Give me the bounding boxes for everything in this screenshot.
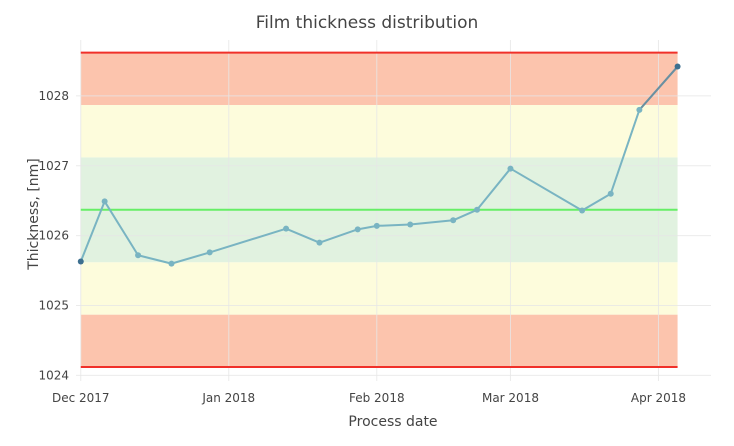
y-tick-label: 1024 [38, 368, 69, 382]
data-point-3 [168, 260, 175, 267]
y-tick-label: 1026 [38, 229, 69, 243]
data-point-16 [674, 63, 681, 70]
y-axis-label: Thickness, [nm] [26, 158, 42, 271]
data-point-14 [607, 190, 614, 197]
y-tick-label: 1027 [38, 159, 69, 173]
control-band-3 [80, 104, 678, 158]
data-point-11 [474, 206, 481, 213]
x-tick-label: Feb 2018 [349, 391, 405, 405]
data-point-9 [407, 221, 414, 228]
x-axis-label: Process date [348, 414, 437, 430]
x-tick-label: Mar 2018 [482, 391, 539, 405]
y-tick-label: 1025 [38, 299, 69, 313]
data-point-2 [135, 252, 142, 259]
data-point-6 [316, 239, 323, 246]
x-tick-label: Jan 2018 [201, 391, 255, 405]
chart-title: Film thickness distribution [256, 13, 479, 33]
data-point-8 [373, 222, 380, 229]
control-band-4 [80, 52, 678, 105]
data-point-15 [636, 106, 643, 113]
x-tick-label: Dec 2017 [52, 391, 110, 405]
data-point-1 [101, 198, 108, 205]
data-point-13 [579, 207, 586, 214]
data-point-5 [283, 225, 290, 232]
data-point-12 [507, 165, 514, 172]
control-band-1 [80, 262, 678, 315]
y-tick-label: 1028 [38, 89, 69, 103]
x-tick-label: Apr 2018 [631, 391, 686, 405]
data-point-4 [206, 249, 213, 256]
control-band-0 [80, 314, 678, 368]
data-point-7 [354, 226, 361, 233]
series-last-segment-0 [638, 65, 679, 111]
data-point-0 [77, 258, 84, 265]
data-point-10 [450, 217, 457, 224]
